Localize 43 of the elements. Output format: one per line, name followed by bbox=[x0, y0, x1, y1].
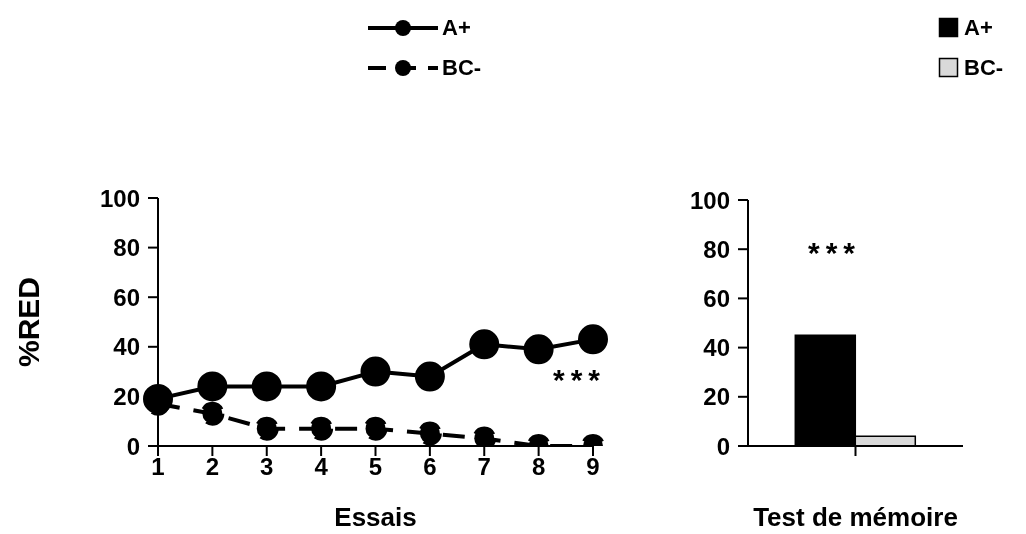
legend-label: BC- bbox=[964, 55, 1004, 81]
point bbox=[200, 401, 225, 426]
y-tick-label: 0 bbox=[126, 432, 140, 460]
y-tick-label: 40 bbox=[703, 334, 730, 362]
x-tick-label: 2 bbox=[205, 453, 220, 481]
point bbox=[363, 416, 388, 441]
x-tick-label: 8 bbox=[531, 453, 546, 481]
y-tick-label: 100 bbox=[99, 184, 140, 212]
y-tick-label: 100 bbox=[689, 186, 730, 214]
y-tick-label: 0 bbox=[716, 432, 730, 460]
y-tick-label: 60 bbox=[113, 283, 140, 311]
point bbox=[254, 416, 279, 441]
point bbox=[251, 371, 282, 402]
annotation: *** bbox=[553, 363, 607, 397]
legend-label: A+ bbox=[964, 15, 993, 41]
point bbox=[306, 371, 337, 402]
y-tick-label: 20 bbox=[703, 383, 730, 411]
point bbox=[414, 361, 445, 392]
y-tick-label: 40 bbox=[113, 333, 140, 361]
x-tick-label: 9 bbox=[586, 453, 600, 481]
y-tick-label: 60 bbox=[703, 284, 730, 312]
y-tick-label: 80 bbox=[703, 235, 730, 263]
y-tick-label: 20 bbox=[113, 382, 140, 410]
point bbox=[360, 356, 391, 387]
x-tick-label: 3 bbox=[260, 453, 274, 481]
y-tick-label: 80 bbox=[113, 234, 140, 262]
x-tick-label: 5 bbox=[368, 453, 383, 481]
x-tick-label: 7 bbox=[477, 453, 491, 481]
x-tick-label: 6 bbox=[423, 453, 437, 481]
x-axis-title: Test de mémoire bbox=[753, 502, 958, 532]
point bbox=[417, 421, 442, 446]
point bbox=[523, 334, 554, 365]
point bbox=[578, 324, 608, 355]
x-tick-label: 4 bbox=[314, 453, 329, 481]
annotation: *** bbox=[808, 236, 862, 270]
x-axis-title: Essais bbox=[334, 502, 417, 532]
legend-label: BC- bbox=[442, 55, 482, 81]
point bbox=[309, 416, 334, 441]
point bbox=[469, 329, 500, 360]
x-tick-label: 1 bbox=[151, 453, 165, 481]
point bbox=[197, 371, 228, 402]
legend-label: A+ bbox=[442, 15, 471, 41]
y-axis-title: %RED bbox=[11, 276, 45, 368]
